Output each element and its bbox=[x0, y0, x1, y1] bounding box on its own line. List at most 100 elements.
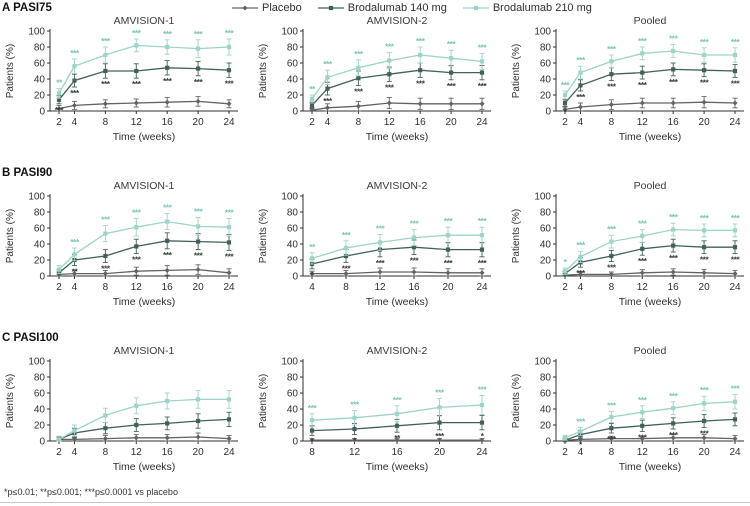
chart-pasi75-amvision2: AMVISION-2 Patients (%) 0 20 40 60 80 100 2 4 8 12 1… bbox=[257, 13, 497, 153]
data-point-marker bbox=[608, 102, 614, 108]
y-tick-label: 100 bbox=[534, 356, 551, 367]
y-tick-label: 0 bbox=[292, 436, 298, 447]
data-point-marker bbox=[609, 414, 614, 420]
series-line bbox=[564, 101, 736, 111]
data-point-marker bbox=[701, 270, 707, 276]
data-point-marker bbox=[670, 435, 676, 441]
x-tick-label: 16 bbox=[391, 447, 403, 458]
series-line bbox=[311, 69, 482, 106]
x-tick-label: 16 bbox=[162, 447, 174, 458]
significance-stars: *** bbox=[225, 78, 235, 88]
y-tick-label: 20 bbox=[34, 90, 46, 101]
significance-stars: *** bbox=[669, 253, 679, 263]
data-point-marker bbox=[343, 245, 349, 251]
line-chart: AMVISION-2 Patients (%) 0 20 40 60 80 100 4 8 12 16… bbox=[258, 180, 491, 308]
chart-pasi75-amvision1: AMVISION-1 Patients (%) 0 20 40 60 80 100 2 4 8 12 1… bbox=[4, 13, 244, 153]
chart-pasi90-amvision1: AMVISION-1 Patients (%) 0 20 40 60 80 100 2 4 8 12 1… bbox=[4, 178, 244, 318]
x-axis-label: Time (weeks) bbox=[619, 131, 682, 143]
significance-stars: *** bbox=[55, 105, 65, 115]
y-axis-label: Patients (%) bbox=[258, 209, 269, 263]
chart-title: AMVISION-1 bbox=[114, 345, 175, 357]
significance-stars: *** bbox=[132, 79, 142, 89]
data-point-marker bbox=[165, 44, 170, 50]
y-tick-label: 80 bbox=[34, 207, 46, 218]
y-tick-label: 40 bbox=[287, 74, 299, 85]
significance-stars: *** bbox=[163, 76, 173, 86]
data-point-marker bbox=[309, 428, 315, 433]
series-line bbox=[564, 418, 736, 441]
series-brodalumab-210-mg: *** *** *** *** *** bbox=[308, 384, 488, 428]
significance-stars: *** bbox=[410, 255, 420, 265]
data-point-marker bbox=[72, 252, 77, 257]
significance-stars: *** bbox=[194, 29, 204, 39]
x-tick-label: 8 bbox=[103, 282, 109, 293]
y-tick-label: 60 bbox=[34, 388, 46, 399]
line-chart: AMVISION-1 Patients (%) 0 20 40 60 80 100 2 4 8 12 1… bbox=[5, 15, 238, 143]
y-tick-label: 40 bbox=[287, 404, 299, 415]
data-point-marker bbox=[165, 238, 170, 243]
data-point-marker bbox=[195, 239, 201, 244]
x-tick-label: 2 bbox=[562, 447, 568, 458]
data-point-marker bbox=[103, 231, 108, 236]
significance-stars: *** bbox=[323, 59, 333, 69]
x-tick-label: 12 bbox=[384, 117, 396, 128]
x-tick-label: 16 bbox=[162, 282, 174, 293]
data-point-marker bbox=[195, 397, 201, 402]
significance-stars: *** bbox=[731, 384, 741, 394]
significance-stars: *** bbox=[638, 80, 648, 90]
series-line bbox=[311, 246, 482, 265]
significance-stars: *** bbox=[700, 428, 710, 438]
x-axis-label: Time (weeks) bbox=[366, 131, 429, 143]
data-point-marker bbox=[195, 418, 201, 424]
line-chart: Pooled Patients (%) 0 20 40 60 80 100 2 4 8 12 16 20 2… bbox=[511, 15, 744, 143]
data-point-marker bbox=[639, 270, 645, 276]
y-tick-label: 60 bbox=[540, 223, 552, 234]
x-tick-label: 12 bbox=[131, 117, 143, 128]
data-point-marker bbox=[226, 436, 232, 442]
y-axis-label: Patients (%) bbox=[258, 44, 269, 98]
data-point-marker bbox=[701, 418, 707, 424]
y-tick-label: 60 bbox=[287, 388, 299, 399]
significance-stars: *** bbox=[385, 42, 395, 52]
significance-stars: * bbox=[481, 431, 485, 441]
significance-stars: ** bbox=[309, 242, 316, 252]
data-point-marker bbox=[479, 437, 485, 443]
data-point-marker bbox=[479, 270, 485, 276]
data-point-marker bbox=[324, 105, 331, 111]
data-point-marker bbox=[639, 100, 645, 106]
significance-stars: *** bbox=[700, 78, 710, 88]
x-tick-label: 8 bbox=[609, 117, 615, 128]
data-point-marker bbox=[562, 435, 568, 440]
x-tick-label: 8 bbox=[343, 282, 349, 293]
significance-stars: *** bbox=[607, 82, 617, 92]
x-tick-label: 4 bbox=[325, 117, 331, 128]
chart-title: Pooled bbox=[634, 345, 667, 357]
significance-stars: *** bbox=[607, 400, 617, 410]
y-tick-label: 0 bbox=[292, 271, 298, 282]
data-point-marker bbox=[671, 67, 676, 72]
significance-stars: *** bbox=[350, 400, 360, 410]
series-brodalumab-210-mg: ******************** bbox=[56, 28, 235, 99]
significance-stars: *** bbox=[638, 256, 648, 266]
data-point-marker bbox=[445, 233, 451, 238]
data-point-marker bbox=[562, 100, 568, 106]
data-point-marker bbox=[732, 52, 738, 58]
x-tick-label: 12 bbox=[374, 282, 386, 293]
significance-stars: ** bbox=[394, 433, 401, 443]
x-tick-label: 4 bbox=[72, 117, 78, 128]
data-point-marker bbox=[732, 271, 738, 277]
data-point-marker bbox=[165, 65, 170, 70]
data-point-marker bbox=[72, 78, 77, 83]
x-tick-label: 4 bbox=[578, 447, 584, 458]
y-tick-label: 60 bbox=[540, 388, 552, 399]
data-point-marker bbox=[479, 247, 485, 252]
data-point-marker bbox=[352, 426, 357, 432]
data-point-marker bbox=[164, 99, 170, 105]
significance-stars: *** bbox=[194, 251, 204, 261]
data-point-marker bbox=[732, 100, 738, 106]
data-point-marker bbox=[732, 68, 738, 74]
x-tick-label: 8 bbox=[356, 117, 362, 128]
significance-stars: *** bbox=[478, 258, 488, 268]
data-point-marker bbox=[309, 418, 315, 423]
significance-stars: *** bbox=[385, 82, 395, 92]
